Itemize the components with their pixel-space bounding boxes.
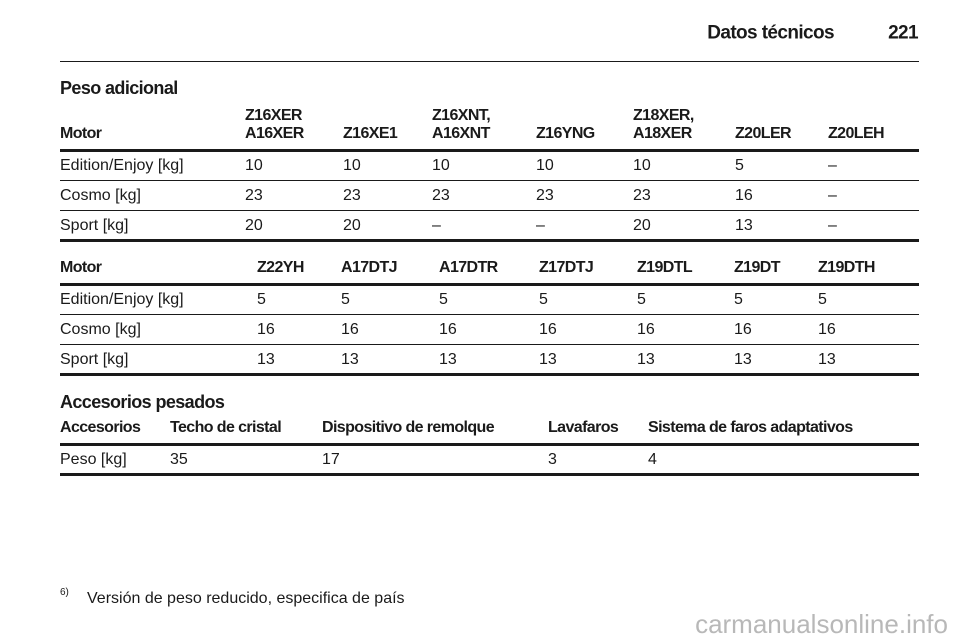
- table-cell: 20: [343, 217, 361, 234]
- column-header: Z16XE1: [343, 125, 398, 142]
- table-rule: [60, 443, 919, 446]
- table-cell: 5: [734, 291, 743, 308]
- table-cell: 10: [432, 157, 450, 174]
- table-cell: 16: [637, 321, 655, 338]
- header-title: Datos técnicos: [707, 22, 834, 44]
- column-header: Z20LEH: [828, 125, 885, 142]
- table-rule: [60, 149, 919, 152]
- table-cell: 10: [245, 157, 263, 174]
- table-cell: 16: [341, 321, 359, 338]
- table-rule: [60, 473, 919, 476]
- row-label: Cosmo [kg]: [60, 187, 141, 204]
- table-cell: 23: [245, 187, 263, 204]
- footnote-mark: 6): [60, 587, 69, 598]
- column-header: Lavafaros: [548, 419, 619, 436]
- watermark: carmanualsonline.info: [695, 609, 948, 639]
- row-label: Sport [kg]: [60, 351, 129, 368]
- table-cell: 13: [818, 351, 836, 368]
- table-cell: 5: [439, 291, 448, 308]
- column-header: A17DTJ: [341, 259, 398, 276]
- table-cell: 23: [633, 187, 651, 204]
- column-header: Z19DTH: [818, 259, 875, 276]
- table-cell: –: [432, 217, 441, 234]
- section-title: Accesorios pesados: [60, 392, 225, 412]
- column-header: Motor: [60, 125, 102, 142]
- column-header: Techo de cristal: [170, 419, 282, 436]
- column-header: Z20LER: [735, 125, 792, 142]
- table-cell: 13: [734, 351, 752, 368]
- footnote-text: Versión de peso reducido, especifica de …: [87, 590, 405, 607]
- row-label: Edition/Enjoy [kg]: [60, 157, 184, 174]
- table-cell: 5: [818, 291, 827, 308]
- row-label: Edition/Enjoy [kg]: [60, 291, 184, 308]
- table-rule: [60, 373, 919, 376]
- table-cell: –: [828, 187, 837, 204]
- table-cell: 5: [637, 291, 646, 308]
- table-cell: 16: [735, 187, 753, 204]
- column-header: Z19DTL: [637, 259, 693, 276]
- column-header: A18XER: [633, 125, 692, 142]
- table-cell: 3: [548, 451, 557, 468]
- column-header: Z16XNT,: [432, 107, 491, 124]
- table-rule: [60, 344, 919, 345]
- table-cell: 35: [170, 451, 188, 468]
- table-cell: 13: [637, 351, 655, 368]
- table-cell: 16: [818, 321, 836, 338]
- section-title: Peso adicional: [60, 78, 178, 98]
- table-cell: 17: [322, 451, 340, 468]
- page-number: 221: [888, 22, 919, 44]
- column-header: Accesorios: [60, 419, 141, 436]
- table-rule: [60, 283, 919, 286]
- table-cell: 4: [648, 451, 657, 468]
- column-header: A16XER: [245, 125, 304, 142]
- column-header: Z16XER: [245, 107, 302, 124]
- table-cell: 23: [536, 187, 554, 204]
- row-label: Peso [kg]: [60, 451, 127, 468]
- table-cell: 16: [734, 321, 752, 338]
- table-cell: –: [536, 217, 545, 234]
- column-header: A17DTR: [439, 259, 498, 276]
- table-cell: 20: [245, 217, 263, 234]
- table-cell: 23: [432, 187, 450, 204]
- column-header: Z16YNG: [536, 125, 595, 142]
- column-header: Z17DTJ: [539, 259, 594, 276]
- table-cell: 16: [257, 321, 275, 338]
- table-cell: 13: [735, 217, 753, 234]
- table-cell: 5: [257, 291, 266, 308]
- row-label: Cosmo [kg]: [60, 321, 141, 338]
- table-cell: 5: [341, 291, 350, 308]
- table-cell: 10: [536, 157, 554, 174]
- column-header: Z22YH: [257, 259, 304, 276]
- table-rule: [60, 210, 919, 211]
- table-rule: [60, 239, 919, 242]
- table-cell: 13: [539, 351, 557, 368]
- table-cell: 23: [343, 187, 361, 204]
- table-cell: 13: [257, 351, 275, 368]
- column-header: A16XNT: [432, 125, 490, 142]
- table-cell: –: [828, 217, 837, 234]
- table-cell: 10: [343, 157, 361, 174]
- column-header: Z19DT: [734, 259, 781, 276]
- table-cell: 5: [735, 157, 744, 174]
- table-cell: 20: [633, 217, 651, 234]
- table-cell: –: [828, 157, 837, 174]
- column-header: Motor: [60, 259, 102, 276]
- column-header: Dispositivo de remolque: [322, 419, 495, 436]
- table-cell: 10: [633, 157, 651, 174]
- table-rule: [60, 180, 919, 181]
- table-rule: [60, 314, 919, 315]
- table-cell: 5: [539, 291, 548, 308]
- table-cell: 16: [539, 321, 557, 338]
- row-label: Sport [kg]: [60, 217, 129, 234]
- column-header: Sistema de faros adaptativos: [648, 419, 853, 436]
- header-rule: [60, 61, 919, 62]
- table-cell: 13: [341, 351, 359, 368]
- table-cell: 13: [439, 351, 457, 368]
- column-header: Z18XER,: [633, 107, 694, 124]
- table-cell: 16: [439, 321, 457, 338]
